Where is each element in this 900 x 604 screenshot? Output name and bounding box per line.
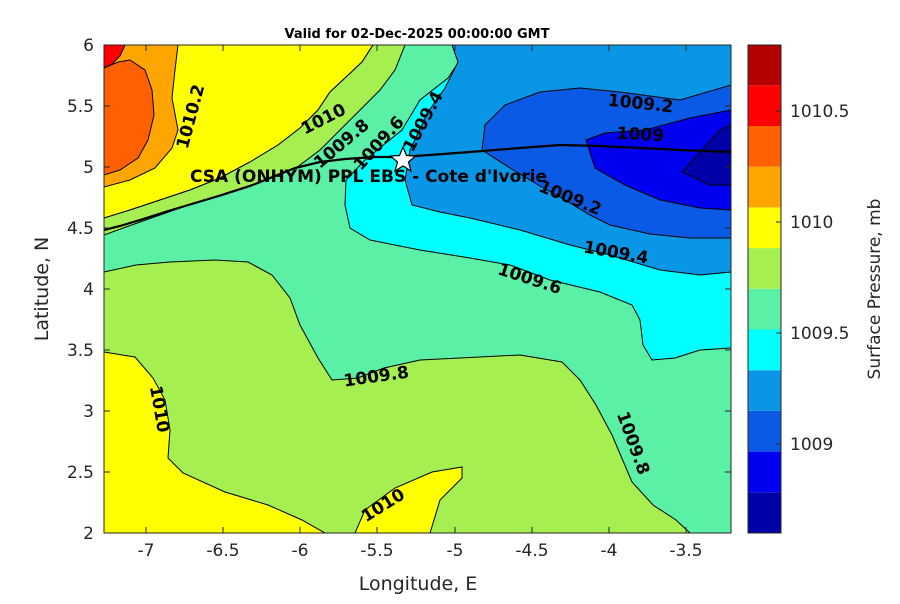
colorbar-band (748, 492, 781, 533)
y-tick-labels: 2 2.5 3 3.5 4 4.5 5 5.5 6 (67, 36, 94, 544)
y-tick-label: 4.5 (67, 219, 94, 239)
x-tick-label: -7 (138, 541, 155, 561)
y-tick-label: 5 (83, 158, 94, 178)
colorbar-band (748, 451, 781, 493)
site-star-icon (388, 145, 418, 173)
x-tick-label: -6.5 (206, 541, 239, 561)
colorbar-band (748, 370, 781, 411)
x-axis (145, 45, 687, 533)
colorbar-band (748, 126, 781, 167)
x-tick-label: -5.5 (360, 541, 393, 561)
y-tick-label: 2.5 (67, 463, 94, 483)
y-axis-label: Latitude, N (31, 237, 53, 342)
colorbar-tick-label: 1009 (790, 435, 833, 455)
x-tick-label: -4 (601, 541, 618, 561)
y-tick-label: 5.5 (67, 97, 94, 117)
band-1008-8 (585, 109, 731, 211)
filled-contours (104, 45, 731, 533)
colorbar-band (748, 248, 781, 289)
colorbar-label: Surface Pressure, mb (865, 199, 885, 380)
x-tick-labels: -7 -6.5 -6 -5.5 -5 -4.5 -4 -3.5 (138, 541, 703, 561)
colorbar: 1009 1009.5 1010 1010.5 (747, 44, 849, 534)
y-tick-label: 4 (83, 280, 94, 300)
colorbar-band (748, 207, 781, 249)
colorbar-band (748, 166, 781, 208)
x-tick-label: -4.5 (515, 541, 548, 561)
x-tick-label: -3.5 (669, 541, 702, 561)
coastline (104, 143, 731, 232)
x-tick-label: -6 (292, 541, 309, 561)
colorbar-frame (747, 44, 782, 534)
colorbar-band (748, 410, 781, 452)
site-label: CSA (ONHYM) PPL EBS - Cote d'Ivorie (190, 167, 547, 187)
colorbar-band (748, 45, 781, 86)
band-1010-4 (104, 59, 155, 176)
colorbar-tick-label: 1010 (790, 213, 833, 233)
x-axis-label: Longitude, E (359, 573, 478, 595)
colorbar-tick-label: 1010.5 (790, 102, 849, 122)
y-axis (104, 44, 731, 534)
contour-label: 1009 (616, 124, 664, 146)
y-tick-label: 2 (83, 524, 94, 544)
band-1010-south (354, 466, 463, 533)
y-tick-label: 3.5 (67, 341, 94, 361)
band-1010-6 (104, 45, 126, 69)
colorbar-band (748, 329, 781, 371)
band-1008-6 (681, 124, 731, 186)
y-tick-label: 6 (83, 36, 94, 56)
x-tick-label: -5 (447, 541, 464, 561)
y-tick-label: 3 (83, 402, 94, 422)
colorbar-tick-label: 1009.5 (790, 324, 849, 344)
chart-title: Valid for 02-Dec-2025 00:00:00 GMT (285, 27, 550, 42)
band-1010-southwest (104, 351, 327, 533)
colorbar-band (748, 85, 781, 126)
colorbar-band (748, 288, 781, 330)
